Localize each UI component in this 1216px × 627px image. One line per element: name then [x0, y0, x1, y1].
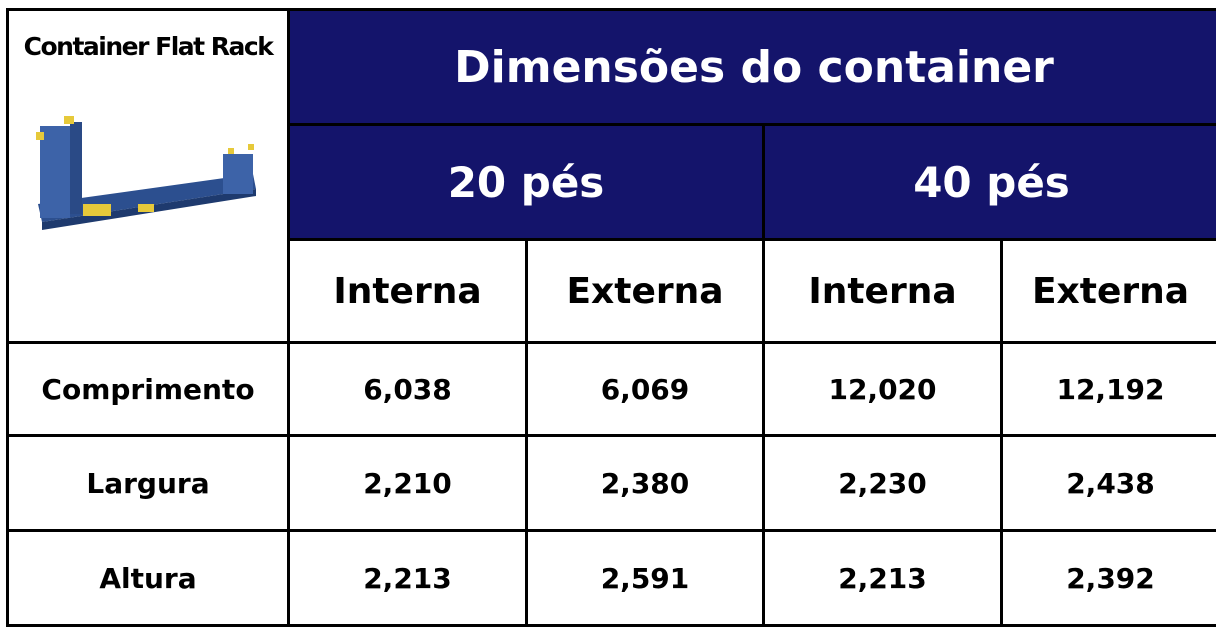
container-title: Container Flat Rack [9, 31, 287, 64]
cell-value: 2,230 [764, 436, 1002, 531]
sub-header: Externa [1002, 240, 1216, 343]
cell-value: 6,038 [289, 343, 527, 436]
cell-value: 2,213 [764, 531, 1002, 626]
sub-header: Externa [527, 240, 764, 343]
container-image [28, 104, 268, 244]
size-header: 20 pés [289, 125, 764, 240]
sub-header: Interna [289, 240, 527, 343]
page: Container Flat Rack Dimensões do contain… [0, 0, 1216, 626]
dimensions-table: Container Flat Rack Dimensões do contain… [6, 8, 1216, 627]
cell-value: 2,591 [527, 531, 764, 626]
group-header: Dimensões do container [289, 10, 1216, 125]
cell-value: 12,020 [764, 343, 1002, 436]
corner-cell: Container Flat Rack [8, 10, 289, 343]
cell-value: 2,392 [1002, 531, 1216, 626]
cell-value: 6,069 [527, 343, 764, 436]
cell-value: 2,213 [289, 531, 527, 626]
row-label: Altura [8, 531, 289, 626]
cell-value: 12,192 [1002, 343, 1216, 436]
row-label: Largura [8, 436, 289, 531]
cell-value: 2,438 [1002, 436, 1216, 531]
size-header: 40 pés [764, 125, 1216, 240]
sub-header: Interna [764, 240, 1002, 343]
cell-value: 2,210 [289, 436, 527, 531]
cell-value: 2,380 [527, 436, 764, 531]
row-label: Comprimento [8, 343, 289, 436]
